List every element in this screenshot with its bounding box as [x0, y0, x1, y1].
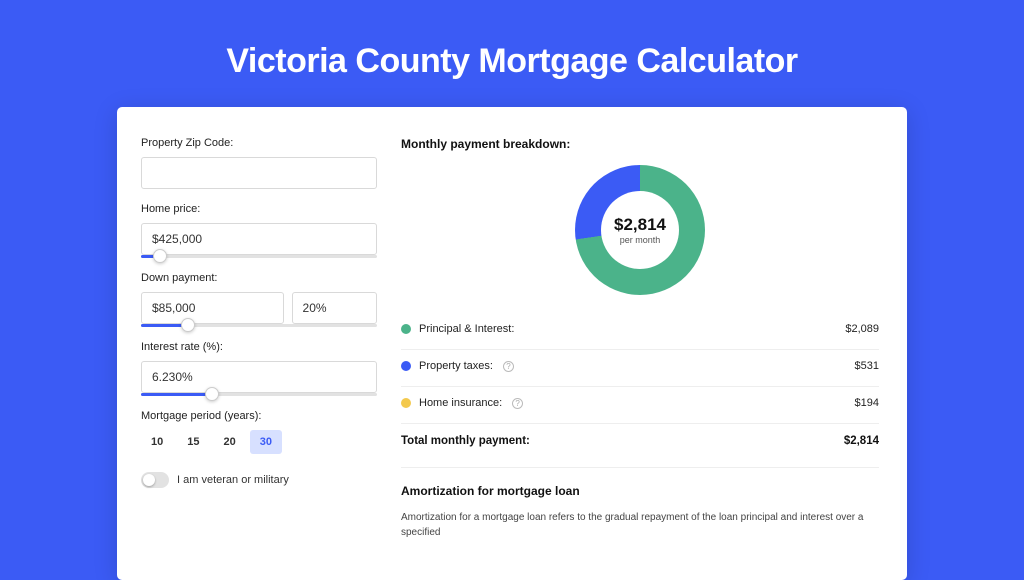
- period-btn-20[interactable]: 20: [214, 430, 246, 454]
- legend-row: Property taxes:? $531: [401, 350, 879, 382]
- legend-amount: $531: [855, 360, 879, 372]
- down-payment-input[interactable]: [141, 292, 284, 324]
- slider-thumb[interactable]: [181, 318, 195, 332]
- legend-label: Home insurance:: [419, 397, 502, 409]
- period-group: Mortgage period (years): 10152030: [141, 410, 377, 454]
- legend-dot: [401, 398, 411, 408]
- legend: Principal & Interest: $2,089 Property taxe…: [401, 313, 879, 419]
- amortization-section: Amortization for mortgage loan Amortizat…: [401, 467, 879, 540]
- donut-center: $2,814 per month: [601, 191, 679, 269]
- period-buttons: 10152030: [141, 430, 377, 454]
- down-payment-slider[interactable]: [141, 324, 377, 327]
- zip-input[interactable]: [141, 157, 377, 189]
- form-column: Property Zip Code: Home price: Down paym…: [117, 137, 377, 540]
- slider-thumb[interactable]: [153, 249, 167, 263]
- breakdown-title: Monthly payment breakdown:: [401, 137, 879, 151]
- interest-group: Interest rate (%):: [141, 341, 377, 396]
- info-icon[interactable]: ?: [503, 361, 514, 372]
- veteran-label: I am veteran or military: [177, 474, 289, 486]
- zip-label: Property Zip Code:: [141, 137, 377, 149]
- down-payment-pct-input[interactable]: [292, 292, 377, 324]
- total-amount: $2,814: [844, 435, 879, 447]
- period-btn-10[interactable]: 10: [141, 430, 173, 454]
- amortization-text: Amortization for a mortgage loan refers …: [401, 510, 879, 540]
- amortization-title: Amortization for mortgage loan: [401, 484, 879, 498]
- total-label: Total monthly payment:: [401, 435, 530, 447]
- legend-amount: $194: [855, 397, 879, 409]
- period-btn-30[interactable]: 30: [250, 430, 282, 454]
- period-label: Mortgage period (years):: [141, 410, 377, 422]
- interest-input[interactable]: [141, 361, 377, 393]
- breakdown-column: Monthly payment breakdown: $2,814 per mo…: [377, 137, 907, 540]
- home-price-slider[interactable]: [141, 255, 377, 258]
- legend-dot: [401, 324, 411, 334]
- down-payment-label: Down payment:: [141, 272, 377, 284]
- home-price-input[interactable]: [141, 223, 377, 255]
- interest-slider[interactable]: [141, 393, 377, 396]
- legend-dot: [401, 361, 411, 371]
- veteran-toggle[interactable]: [141, 472, 169, 488]
- zip-field-group: Property Zip Code:: [141, 137, 377, 189]
- period-btn-15[interactable]: 15: [177, 430, 209, 454]
- legend-label: Property taxes:: [419, 360, 493, 372]
- slider-thumb[interactable]: [205, 387, 219, 401]
- legend-label: Principal & Interest:: [419, 323, 514, 335]
- info-icon[interactable]: ?: [512, 398, 523, 409]
- legend-row: Home insurance:? $194: [401, 387, 879, 419]
- page-title: Victoria County Mortgage Calculator: [0, 0, 1024, 107]
- veteran-row: I am veteran or military: [141, 472, 377, 488]
- donut-chart: $2,814 per month: [575, 165, 705, 295]
- down-payment-group: Down payment:: [141, 272, 377, 327]
- donut-value: $2,814: [614, 215, 666, 235]
- home-price-group: Home price:: [141, 203, 377, 258]
- total-row: Total monthly payment: $2,814: [401, 424, 879, 461]
- home-price-label: Home price:: [141, 203, 377, 215]
- donut-sub: per month: [620, 235, 661, 245]
- legend-row: Principal & Interest: $2,089: [401, 313, 879, 345]
- legend-amount: $2,089: [845, 323, 879, 335]
- calculator-card: Property Zip Code: Home price: Down paym…: [117, 107, 907, 580]
- interest-label: Interest rate (%):: [141, 341, 377, 353]
